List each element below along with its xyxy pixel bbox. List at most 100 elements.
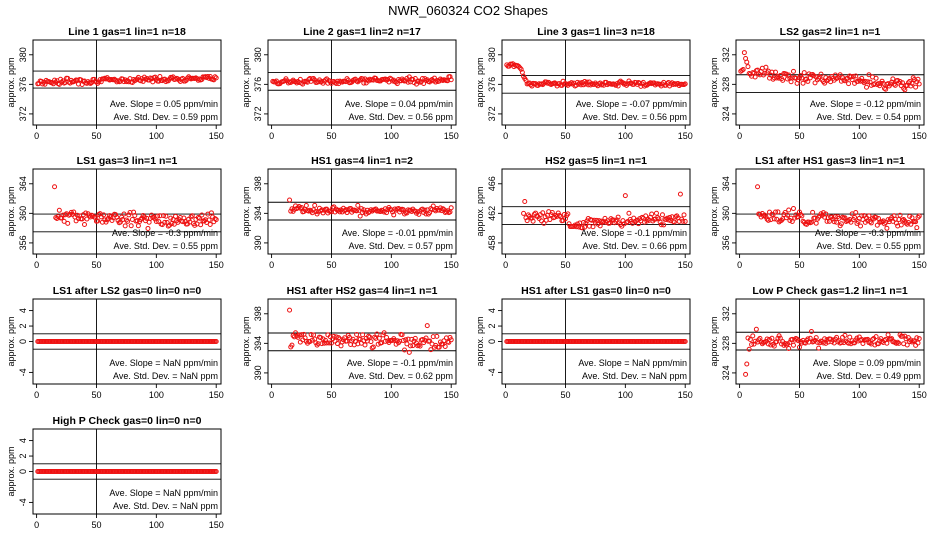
data-point [72, 78, 78, 84]
data-point [865, 79, 871, 85]
data-point [308, 332, 314, 338]
slope-unit: ppm/min [884, 358, 921, 368]
data-point [289, 206, 295, 212]
std-unit: ppm [901, 241, 921, 251]
data-point [521, 210, 527, 216]
slope-unit: ppm/min [650, 358, 687, 368]
y-tick-label: 328 [721, 336, 731, 351]
std-value: 0.55 [881, 241, 901, 251]
data-point [642, 83, 647, 89]
x-tick-label: 50 [326, 390, 336, 400]
data-point [834, 334, 840, 340]
std-unit: ppm [667, 241, 687, 251]
data-point [752, 74, 758, 80]
x-tick-label: 50 [326, 260, 336, 270]
std-unit: ppm [433, 112, 453, 122]
data-point [643, 213, 649, 219]
data-point [913, 219, 919, 225]
slope-value: 0.05 [161, 99, 181, 109]
data-point [357, 77, 363, 83]
data-point [391, 212, 397, 218]
std-label: Ave. Std. Dev. = [817, 112, 881, 122]
x-tick-label: 50 [91, 520, 101, 530]
data-point [615, 214, 621, 220]
data-point [334, 341, 340, 347]
std-annotation: Ave. Std. Dev. = 0.54 ppm [817, 112, 922, 122]
slope-value: -0.3 [866, 228, 884, 238]
data-point [904, 342, 910, 348]
data-point [853, 73, 859, 79]
data-point [782, 209, 788, 215]
panel-10: HS1 after HS2 gas=4 lin=1 n=1 390 394 398ap… [241, 285, 459, 400]
data-point [873, 334, 879, 340]
y-axis-label: approx. ppm [6, 316, 16, 366]
x-tick-label: 0 [34, 390, 39, 400]
data-point [915, 340, 921, 346]
data-point [786, 346, 792, 352]
data-point [583, 220, 589, 226]
data-point [417, 343, 423, 349]
data-point [153, 218, 159, 224]
slope-unit: ppm/min [181, 228, 218, 238]
plot-frame [501, 39, 691, 126]
data-point [56, 207, 62, 213]
data-point [865, 218, 871, 224]
data-point [212, 74, 218, 80]
panel-title: HS1 after LS1 gas=0 lin=0 n=0 [521, 285, 671, 297]
data-point [892, 82, 898, 88]
plot-frame [267, 168, 457, 255]
slope-annotation: Ave. Slope = -0.1 ppm/min [347, 358, 453, 368]
data-point [273, 78, 279, 84]
data-point [410, 343, 416, 349]
data-point [213, 469, 219, 474]
data-point [784, 212, 790, 218]
std-unit: ppm [198, 112, 218, 122]
data-point [750, 333, 756, 339]
x-tick-label: 150 [444, 260, 459, 270]
data-point [442, 344, 448, 350]
data-point [324, 340, 330, 346]
slope-value: -0.1 [398, 358, 416, 368]
data-point [790, 68, 796, 74]
plot-frame [32, 39, 222, 126]
data-point [768, 72, 774, 78]
data-point [408, 343, 413, 349]
data-point [899, 80, 905, 86]
y-tick-label: 4 [18, 308, 28, 313]
data-point [858, 223, 864, 229]
data-point [447, 209, 453, 215]
std-value: 0.66 [647, 241, 667, 251]
data-point [400, 338, 406, 344]
x-tick-label: 150 [209, 260, 224, 270]
data-point [213, 75, 219, 81]
data-point [416, 342, 422, 348]
data-point [624, 220, 630, 226]
x-tick-label: 100 [149, 390, 164, 400]
data-point [146, 219, 152, 225]
std-label: Ave. Std. Dev. = [349, 241, 413, 251]
data-point [903, 336, 909, 342]
data-point [101, 212, 107, 218]
data-point [448, 337, 454, 343]
data-point [362, 342, 368, 348]
data-point [805, 78, 811, 84]
data-point [427, 338, 433, 344]
slope-label: Ave. Slope = [112, 228, 163, 238]
y-tick-label: 0 [487, 339, 497, 344]
data-point [319, 341, 325, 347]
data-point [590, 224, 596, 230]
y-tick-label: 356 [18, 235, 28, 250]
y-tick-label: 372 [487, 106, 497, 121]
data-point [405, 79, 411, 85]
x-tick-label: 0 [269, 390, 274, 400]
data-point [873, 75, 879, 81]
data-point [312, 202, 318, 208]
slope-unit: ppm/min [181, 358, 218, 368]
std-label: Ave. Std. Dev. = [349, 371, 413, 381]
slope-annotation: Ave. Slope = 0.05 ppm/min [110, 99, 218, 109]
y-tick-label: 380 [487, 47, 497, 62]
data-point [524, 218, 530, 224]
x-tick-label: 150 [209, 390, 224, 400]
